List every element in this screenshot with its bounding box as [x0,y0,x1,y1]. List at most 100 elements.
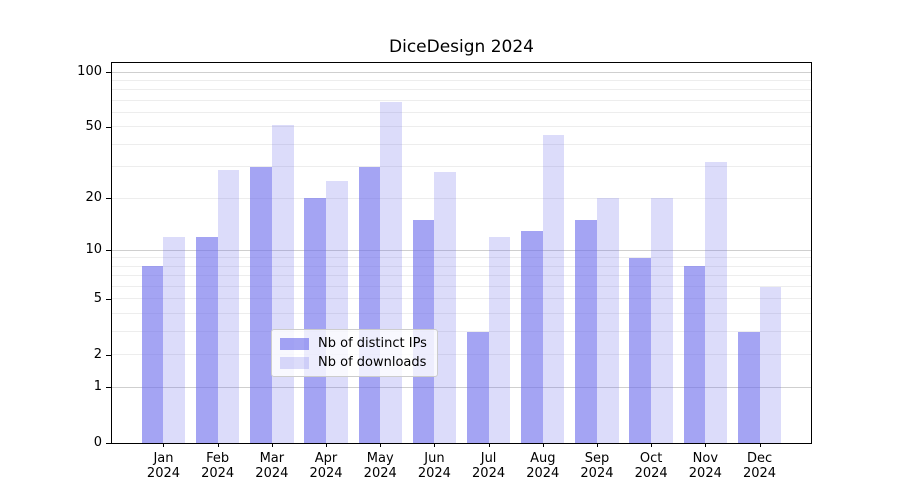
legend-label-distinct-ips: Nb of distinct IPs [318,336,427,351]
minor-gridline [112,313,811,315]
x-tick-label: Dec 2024 [730,451,790,481]
minor-gridline [112,298,811,300]
minor-gridline [112,197,811,199]
x-tick-year: 2024 [742,466,777,481]
bar-ips-apr [304,198,327,443]
y-tick-mark [106,354,111,356]
minor-gridline [112,99,811,101]
x-tick-mark [705,443,707,447]
x-tick-label: Feb 2024 [188,451,248,481]
y-tick-mark [106,72,111,74]
x-tick-mark [542,443,544,447]
x-tick-mark [759,443,761,447]
bar-downloads-jan [163,236,186,443]
minor-gridline [112,79,811,81]
minor-gridline [112,166,811,168]
x-tick-year: 2024 [526,466,560,481]
bar-ips-dec [737,331,760,443]
x-tick-label: Jun 2024 [404,451,464,481]
minor-gridline [112,275,811,277]
bar-downloads-dec [759,286,782,443]
x-tick-year: 2024 [634,466,668,481]
x-tick-mark [434,443,436,447]
x-tick-year: 2024 [201,466,235,481]
y-tick-label: 20 [85,190,102,206]
bar-downloads-oct [651,198,673,443]
x-tick-label: Apr 2024 [296,451,356,481]
x-tick-label: Sep 2024 [567,451,627,481]
bar-ips-aug [521,230,543,443]
x-tick-label: Nov 2024 [675,451,735,481]
x-tick-mark [326,443,328,447]
bar-downloads-jun [434,172,457,443]
x-tick-year: 2024 [688,466,722,481]
major-gridline [112,71,811,73]
y-tick-mark [106,298,111,300]
minor-gridline [112,143,811,145]
y-tick-mark [106,198,111,200]
legend-item-distinct-ips: Nb of distinct IPs [280,336,427,351]
bar-downloads-feb [217,169,240,443]
minor-gridline [112,331,811,333]
minor-gridline [112,265,811,267]
x-tick-year: 2024 [417,466,451,481]
bar-ips-nov [683,266,706,443]
y-tick-label: 50 [85,118,102,134]
major-gridline [112,249,811,251]
major-gridline [112,386,811,388]
bar-downloads-nov [705,161,727,443]
x-tick-year: 2024 [309,466,343,481]
bar-ips-may [358,166,381,443]
x-tick-label: Mar 2024 [242,451,302,481]
y-tick-label: 1 [93,379,102,395]
y-tick-mark [106,387,111,389]
legend-swatch-downloads [280,356,309,369]
legend-label-downloads: Nb of downloads [318,355,427,370]
x-tick-mark [651,443,653,447]
legend-swatch-distinct-ips [280,337,309,350]
y-tick-label: 10 [85,242,102,258]
minor-gridline [112,89,811,91]
x-tick-label: Jul 2024 [459,451,519,481]
legend: Nb of distinct IPs Nb of downloads [271,329,438,377]
minor-gridline [112,286,811,288]
x-tick-label: Aug 2024 [513,451,573,481]
x-tick-mark [380,443,382,447]
minor-gridline [112,257,811,259]
x-tick-year: 2024 [580,466,614,481]
bar-downloads-apr [326,181,348,443]
chart-title: DiceDesign 2024 [389,37,534,57]
y-tick-mark [106,250,111,252]
bar-downloads-jul [488,236,511,443]
bar-ips-mar [250,166,272,443]
bar-ips-jan [141,266,164,443]
y-tick-label: 2 [93,346,102,362]
x-tick-label: Jan 2024 [133,451,193,481]
minor-gridline [112,112,811,114]
y-tick-label: 0 [93,435,102,450]
y-tick-mark [106,126,111,128]
bar-downloads-sep [596,198,619,443]
minor-gridline [112,126,811,128]
bar-downloads-aug [542,135,565,443]
bar-ips-jul [466,331,489,443]
x-tick-label: Oct 2024 [621,451,681,481]
bar-ips-oct [629,257,652,443]
y-tick-mark [106,443,111,444]
x-tick-year: 2024 [255,466,289,481]
x-tick-mark [488,443,490,447]
x-tick-label: May 2024 [350,451,410,481]
y-tick-label: 5 [93,290,102,306]
plot-area [111,62,812,444]
x-tick-mark [596,443,598,447]
bar-ips-feb [195,236,218,443]
y-tick-label: 100 [77,64,102,80]
x-tick-mark [271,443,273,447]
legend-item-downloads: Nb of downloads [280,355,427,370]
bar-ips-sep [575,220,597,443]
x-tick-year: 2024 [146,466,181,481]
x-tick-mark [163,443,165,447]
x-tick-mark [217,443,219,447]
bar-downloads-may [380,101,402,443]
